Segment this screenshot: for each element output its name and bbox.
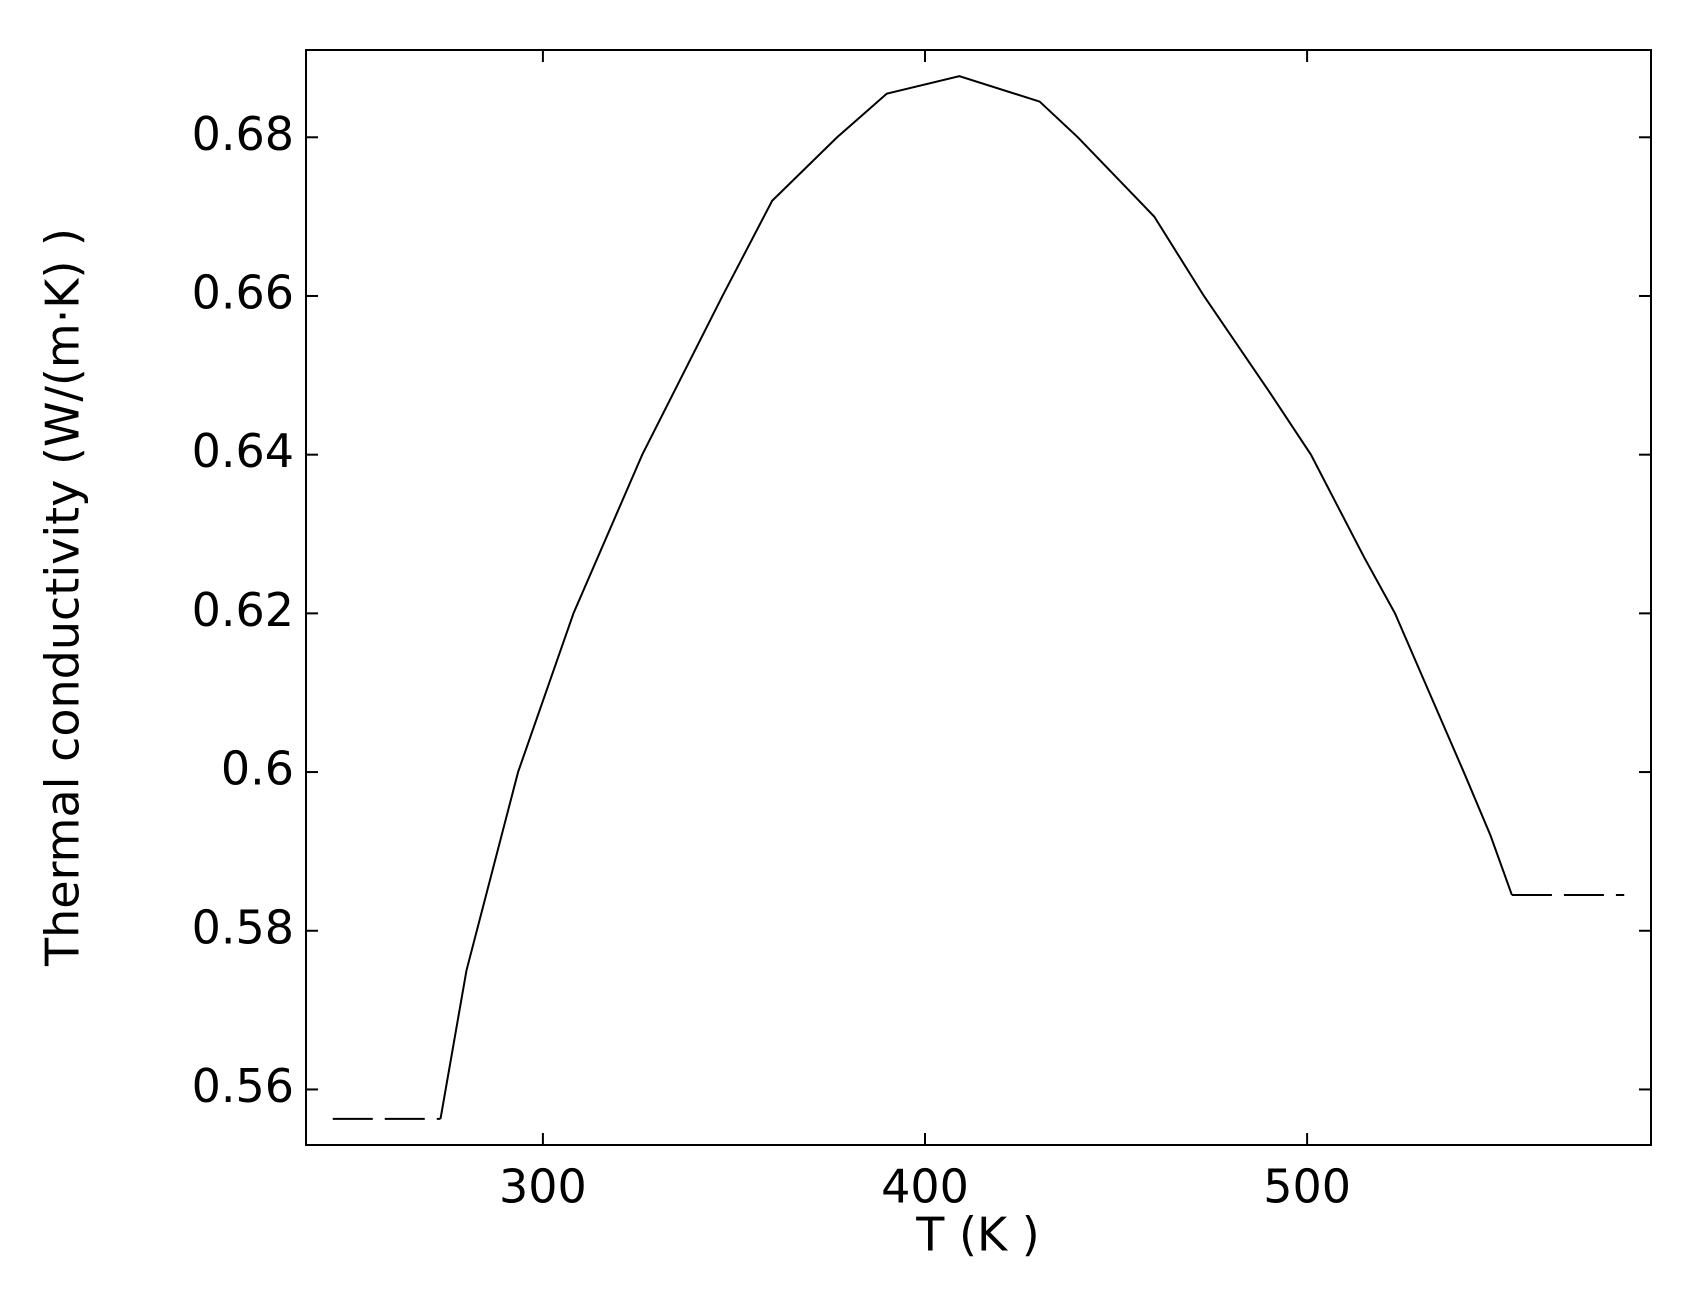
y-tick-label: 0.62 [192,583,294,637]
data-line [439,75,1513,1119]
y-axis-label: Thermal conductivity (W/(m·K) ) [36,228,90,967]
y-tick-label: 0.56 [192,1059,294,1113]
x-tick-label: 400 [881,1160,969,1214]
y-tick-label: 0.64 [192,424,294,478]
x-tick-label: 500 [1263,1160,1351,1214]
plot-frame [305,49,1652,1146]
y-tick-label: 0.6 [221,742,294,796]
y-tick-label: 0.68 [192,107,294,161]
x-axis-label: T (K ) [915,1208,1039,1262]
x-tick-label: 300 [499,1160,587,1214]
y-tick-label: 0.66 [192,265,294,319]
y-tick-label: 0.58 [192,900,294,954]
